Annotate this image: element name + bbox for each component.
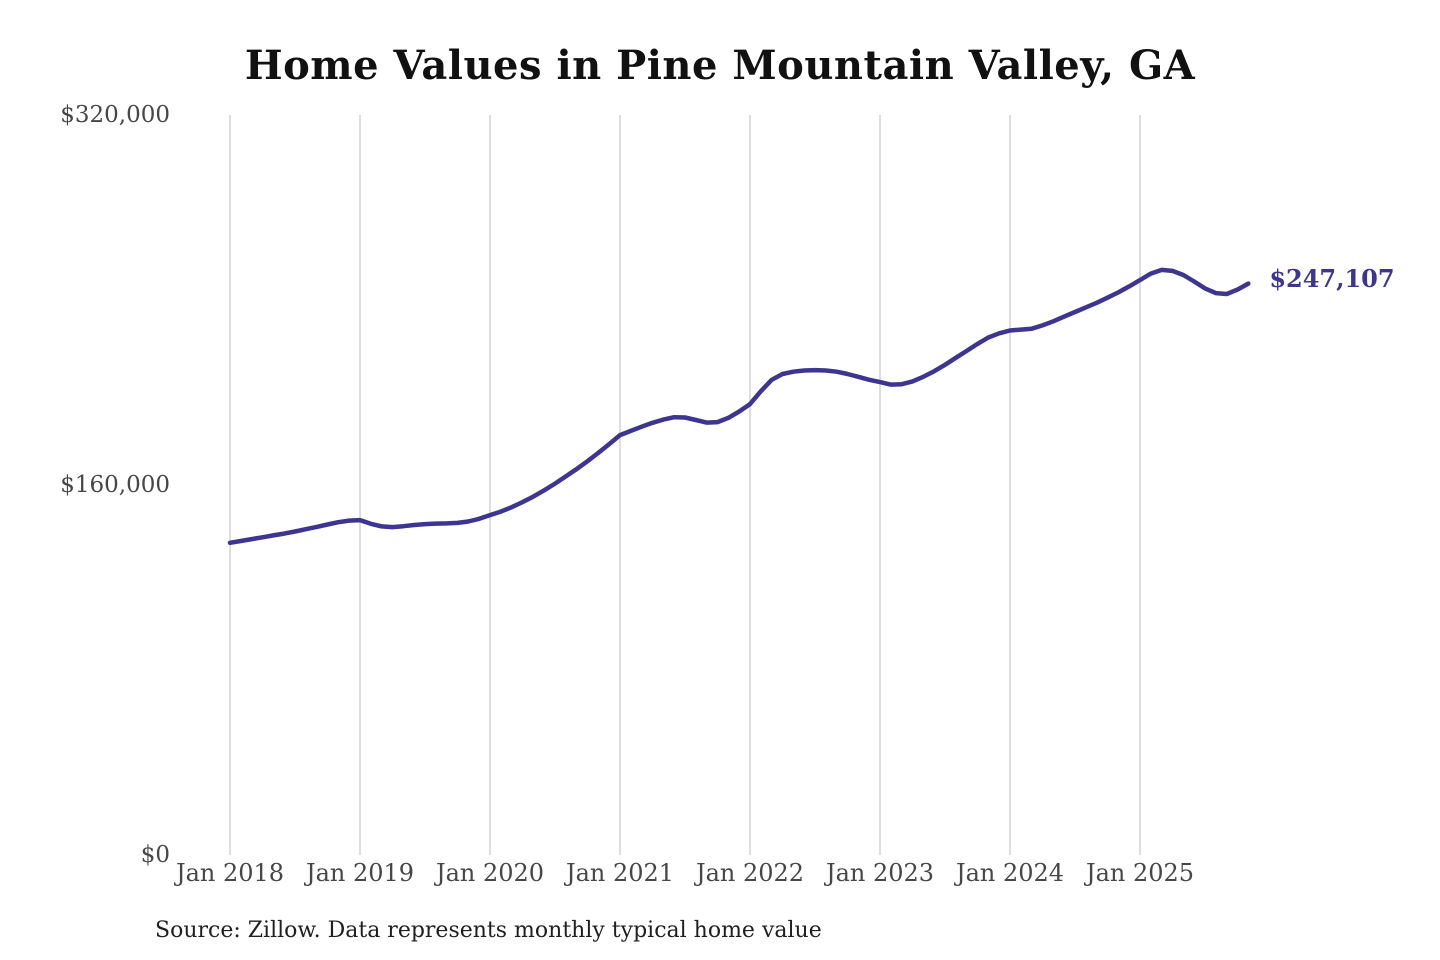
- y-axis-label: $160,000: [60, 472, 170, 498]
- x-axis-label: Jan 2018: [175, 859, 285, 887]
- x-axis-label: Jan 2022: [695, 859, 805, 887]
- vertical-gridlines: [229, 115, 1141, 855]
- x-axis-label: Jan 2023: [825, 859, 935, 887]
- chart-title: Home Values in Pine Mountain Valley, GA: [244, 42, 1196, 89]
- y-axis-label: $0: [140, 842, 170, 868]
- y-axis-label: $320,000: [60, 102, 170, 128]
- x-axis-label: Jan 2020: [435, 859, 545, 887]
- last-value-annotation: $247,107: [1269, 263, 1395, 293]
- x-axis-label: Jan 2024: [955, 859, 1065, 887]
- x-axis-label: Jan 2025: [1085, 859, 1195, 887]
- x-axis-label: Jan 2019: [305, 859, 415, 887]
- source-note: Source: Zillow. Data represents monthly …: [155, 918, 822, 943]
- home-value-line-series: [227, 267, 1251, 546]
- x-axis-label: Jan 2021: [565, 859, 675, 887]
